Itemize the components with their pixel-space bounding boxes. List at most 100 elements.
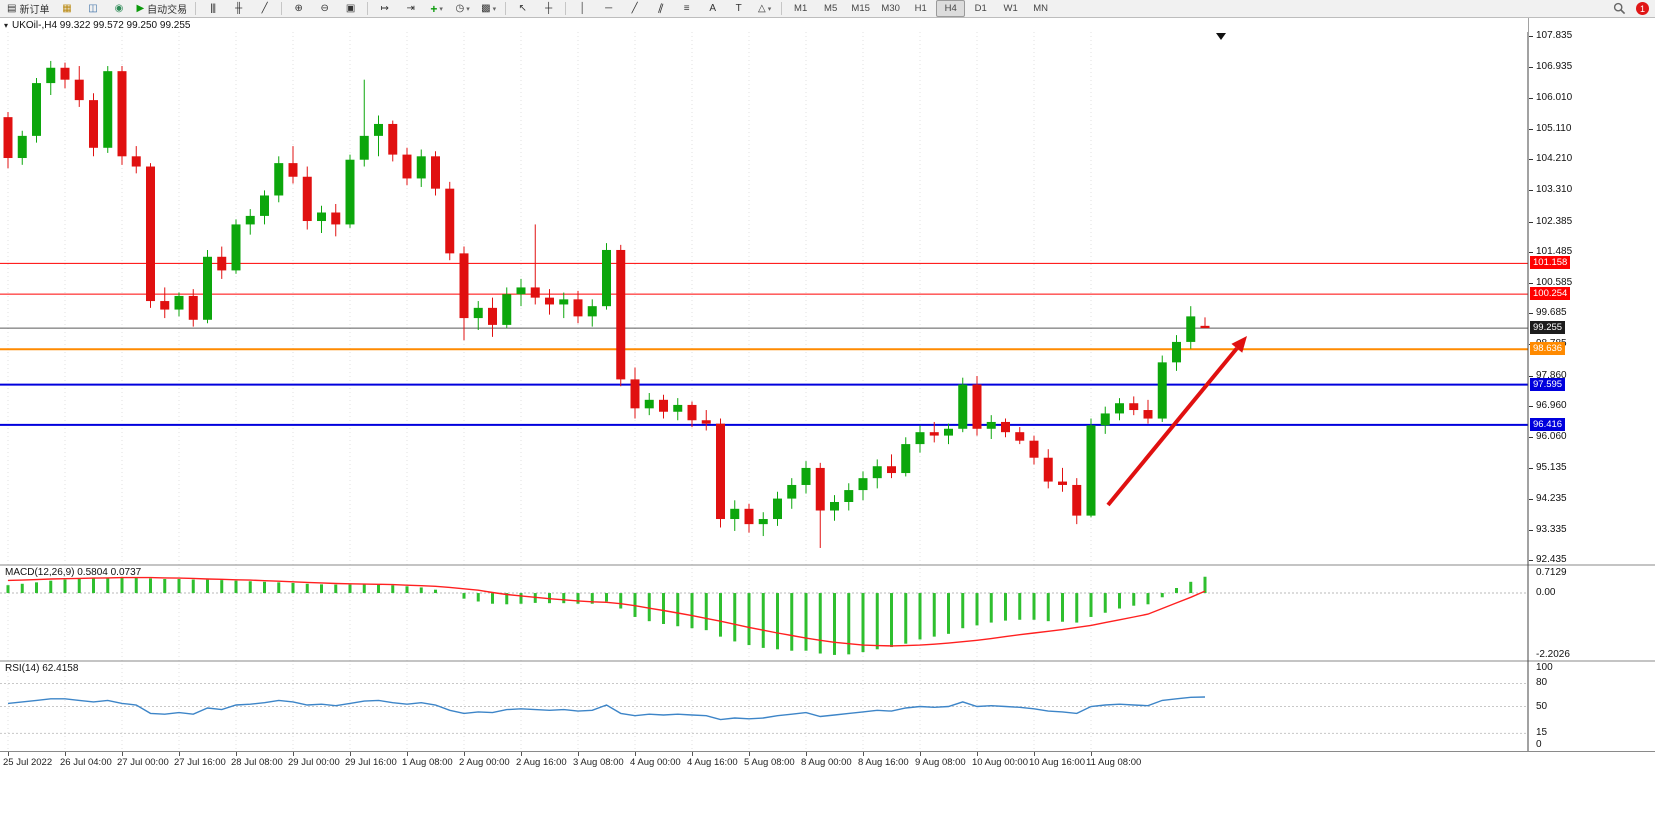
auto-trading-label: 自动交易 — [147, 5, 188, 16]
notification-badge[interactable]: 1 — [1636, 2, 1649, 15]
new-order-icon: ▤ — [7, 2, 17, 14]
horizontal-line-tool-button[interactable]: ─ — [596, 0, 621, 17]
time-axis-label: 27 Jul 16:00 — [174, 757, 226, 768]
shapes-tool-button[interactable]: △ ▾ — [752, 0, 777, 17]
search-button[interactable] — [1607, 0, 1632, 17]
price-tick-mark — [1529, 128, 1533, 130]
toolbar-separator — [195, 2, 197, 15]
price-line-label: 97.595 — [1530, 377, 1566, 391]
time-tick-mark — [236, 752, 237, 756]
horizontal-lines — [0, 262, 1528, 426]
price-tick-mark — [1529, 406, 1533, 408]
label-tool-button[interactable]: T — [726, 0, 751, 17]
time-tick-mark — [806, 752, 807, 756]
chart-shift-button[interactable]: ⇥ — [398, 0, 423, 17]
macd-scale-label: 0.7129 — [1536, 567, 1567, 578]
cursor-tool-button[interactable]: ↖ — [510, 0, 535, 17]
time-axis-label: 29 Jul 16:00 — [345, 757, 397, 768]
fibonacci-tool-button[interactable]: ≡ — [674, 0, 699, 17]
rsi-scale-label: 100 — [1536, 662, 1553, 674]
price-tick-mark — [1529, 468, 1533, 470]
line-chart-icon: ╱ — [261, 2, 268, 14]
candlestick-mode-button[interactable]: ╫ — [226, 0, 251, 17]
rsi-scale-label: 80 — [1536, 677, 1548, 689]
price-tick-mark — [1529, 313, 1533, 315]
templates-button[interactable]: ▩ ▾ — [476, 0, 501, 17]
time-axis: 25 Jul 2022 26 Jul 04:00 27 Jul 00:00 27 Ju… — [0, 751, 1655, 815]
price-tick-mark — [1529, 436, 1533, 438]
chart-shift-marker[interactable] — [1216, 33, 1226, 40]
price-axis: 107.835 106.935 106.010 105.110 104.210 103.3… — [1529, 18, 1655, 815]
symbol-dropdown-icon[interactable]: ▾ — [4, 20, 9, 30]
timeframe-h1-button[interactable]: H1 — [914, 3, 927, 14]
auto-scroll-button[interactable]: ↦ — [372, 0, 397, 17]
channel-tool-button[interactable]: ∥ — [648, 0, 673, 17]
price-tick-label: 96.960 — [1536, 400, 1567, 412]
price-tick-label: 94.235 — [1536, 493, 1567, 505]
cursor-icon: ↖ — [518, 2, 527, 14]
timeframe-m5-button[interactable]: M5 — [824, 3, 838, 14]
panel-dividers — [0, 18, 1655, 751]
auto-trading-button[interactable]: ▶ 自动交易 — [132, 0, 191, 17]
time-tick-mark — [749, 752, 750, 756]
bar-chart-icon: ||| — [210, 2, 216, 14]
timeframe-m15-button[interactable]: M15 — [851, 3, 870, 14]
price-tick-mark — [1529, 190, 1533, 192]
candles — [3, 60, 1210, 548]
community-button[interactable]: ◉ — [106, 0, 131, 17]
new-order-button[interactable]: ▤ 新订单 — [3, 0, 53, 17]
time-axis-label: 8 Aug 00:00 — [801, 757, 852, 768]
charts-button[interactable]: ▦ — [54, 0, 79, 17]
trendline-tool-button[interactable]: ╱ — [622, 0, 647, 17]
price-tick-mark — [1529, 66, 1533, 68]
timeframe-m30-button[interactable]: M30 — [881, 3, 900, 14]
trend-arrow — [1106, 336, 1247, 507]
chevron-down-icon: ▾ — [466, 5, 470, 13]
price-line-label: 96.416 — [1530, 417, 1566, 431]
price-tick-mark — [1529, 282, 1533, 284]
rsi-panel — [0, 682, 1528, 734]
toolbar-separator — [367, 2, 369, 15]
vertical-line-tool-button[interactable]: │ — [570, 0, 595, 17]
zoom-in-button[interactable]: ⊕ — [286, 0, 311, 17]
chart-shift-icon: ⇥ — [406, 2, 415, 14]
crosshair-tool-button[interactable]: ┼ — [536, 0, 561, 17]
price-tick-label: 92.435 — [1536, 554, 1567, 566]
bar-chart-mode-button[interactable]: ||| — [200, 0, 225, 17]
macd-scale-label: 0.00 — [1536, 587, 1556, 599]
fibonacci-icon: ≡ — [683, 2, 690, 14]
time-tick-mark — [920, 752, 921, 756]
time-tick-mark — [350, 752, 351, 756]
toolbar: ▤ 新订单 ▦ ◫ ◉ ▶ 自动交易 ||| ╫ ╱ ⊕ ⊖ — [0, 0, 1655, 18]
time-axis-label: 10 Aug 00:00 — [972, 757, 1028, 768]
time-tick-mark — [464, 752, 465, 756]
price-tick-label: 106.935 — [1536, 60, 1573, 72]
search-icon — [1613, 2, 1626, 15]
time-axis-label: 29 Jul 00:00 — [288, 757, 340, 768]
profile-button[interactable]: ◫ — [80, 0, 105, 17]
price-tick-mark — [1529, 98, 1533, 100]
timeframe-h4-button[interactable]: H4 — [936, 0, 966, 17]
time-tick-mark — [977, 752, 978, 756]
tile-windows-button[interactable]: ▣ — [338, 0, 363, 17]
community-icon: ◉ — [114, 2, 124, 14]
shapes-icon: △ — [758, 2, 766, 14]
timeframe-mn-button[interactable]: MN — [1033, 3, 1049, 14]
chevron-down-icon: ▾ — [492, 5, 497, 13]
add-indicator-icon: + — [430, 1, 438, 16]
indicators-button[interactable]: + ▾ — [424, 0, 449, 17]
text-tool-button[interactable]: A — [700, 0, 725, 17]
time-axis-label: 1 Aug 08:00 — [402, 757, 453, 768]
toolbar-separator — [781, 2, 783, 15]
text-icon: A — [709, 2, 716, 14]
timeframe-w1-button[interactable]: W1 — [1003, 3, 1018, 14]
time-tick-mark — [122, 752, 123, 756]
time-axis-label: 8 Aug 16:00 — [858, 757, 909, 768]
timeframe-d1-button[interactable]: D1 — [974, 3, 987, 14]
timeframe-m1-button[interactable]: M1 — [794, 3, 808, 14]
line-chart-mode-button[interactable]: ╱ — [252, 0, 277, 17]
periods-button[interactable]: ◷ ▾ — [450, 0, 475, 17]
price-tick-label: 96.060 — [1536, 430, 1567, 442]
zoom-out-button[interactable]: ⊖ — [312, 0, 337, 17]
